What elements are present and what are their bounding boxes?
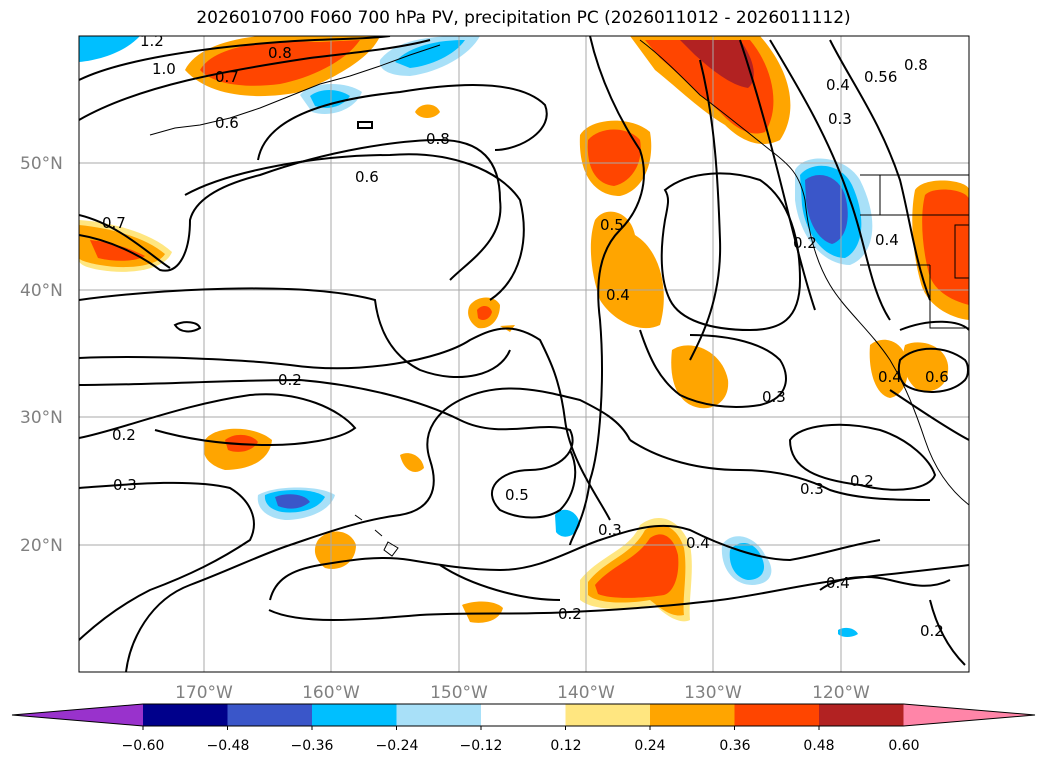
contour-label: 0.6 (355, 168, 379, 186)
contour-label: 0.4 (826, 574, 850, 592)
map-border (78, 35, 970, 673)
colorbar-segment (819, 704, 904, 726)
contour-label: 0.7 (215, 68, 239, 86)
colorbar-segment (650, 704, 735, 726)
contour-label: 0.6 (925, 368, 949, 386)
colorbar-segment (396, 704, 482, 726)
lon-labels: 170°W 160°W 150°W 140°W 130°W 120°W (175, 683, 870, 703)
contour-label: 0.8 (426, 130, 450, 148)
colorbar-segment (227, 704, 313, 726)
lon-label: 140°W (557, 683, 615, 703)
contour-label: 0.2 (278, 371, 302, 389)
colorbar-tick-label: 0.36 (719, 738, 750, 754)
colorbar-segment (565, 704, 651, 726)
contour-label: 1.2 (140, 32, 164, 50)
coastlines (149, 39, 969, 557)
colorbar-tick-label: 0.12 (550, 738, 581, 754)
colorbar-extend-low (12, 704, 143, 726)
contour-label: 0.2 (112, 426, 136, 444)
colorbar-tick-label: 0.24 (634, 738, 665, 754)
contour-label: 0.56 (864, 68, 897, 86)
colorbar-labels: −0.60 −0.48 −0.36 −0.24 −0.12 0.12 0.24 … (122, 738, 920, 754)
colorbar-segment (481, 704, 566, 726)
colorbar-tick-label: −0.36 (291, 738, 334, 754)
colorbar-tick-label: −0.24 (376, 738, 419, 754)
colorbar-tick-label: −0.12 (460, 738, 503, 754)
contour-label: 0.3 (828, 110, 852, 128)
contour-label: 0.4 (875, 231, 899, 249)
contour-label: 0.4 (606, 286, 630, 304)
contour-label: 0.3 (598, 521, 622, 539)
contour-label: 0.3 (800, 480, 824, 498)
colorbar-tick-label: −0.48 (207, 738, 250, 754)
lon-label: 150°W (430, 683, 488, 703)
colorbar-tick-label: 0.48 (803, 738, 834, 754)
lat-label: 50°N (20, 154, 63, 174)
contour-label: 0.3 (113, 476, 137, 494)
contour-label: 0.8 (268, 44, 292, 62)
colorbar-tick-label: −0.60 (122, 738, 165, 754)
colorbar (11, 703, 1036, 730)
lon-label: 120°W (812, 683, 870, 703)
contour-label: 0.4 (826, 76, 850, 94)
lon-label: 130°W (684, 683, 742, 703)
contour-label: 0.4 (878, 368, 902, 386)
contour-label: 0.5 (505, 486, 529, 504)
contour-label: 0.7 (102, 214, 126, 232)
contour-label: 0.2 (920, 622, 944, 640)
colorbar-segment (143, 704, 228, 726)
figure-title: 2026010700 F060 700 hPa PV, precipitatio… (196, 8, 851, 28)
colorbar-tick-label: 0.60 (888, 738, 919, 754)
contour-label: 0.3 (762, 388, 786, 406)
lat-label: 40°N (20, 281, 63, 301)
lat-label: 20°N (20, 536, 63, 556)
graticule (79, 36, 969, 672)
lon-label: 160°W (302, 683, 360, 703)
lon-label: 170°W (175, 683, 233, 703)
contour-label: 0.5 (600, 216, 624, 234)
lat-labels: 50°N 40°N 30°N 20°N (20, 154, 63, 556)
contour-label: 1.0 (152, 60, 176, 78)
colorbar-segment (312, 704, 397, 726)
contour-label: 0.2 (793, 234, 817, 252)
contour-labels: 1.2 1.0 0.8 0.7 0.6 0.8 0.6 0.7 0.5 0.4 … (102, 32, 949, 640)
colorbar-segment (734, 704, 820, 726)
contour-label: 0.2 (558, 605, 582, 623)
contour-label: 0.8 (904, 56, 928, 74)
pv-contours (79, 36, 969, 672)
colorbar-extend-high (903, 704, 1035, 726)
contour-label: 0.4 (686, 534, 710, 552)
contour-label: 0.6 (215, 114, 239, 132)
contour-label: 0.2 (850, 472, 874, 490)
lat-label: 30°N (20, 408, 63, 428)
